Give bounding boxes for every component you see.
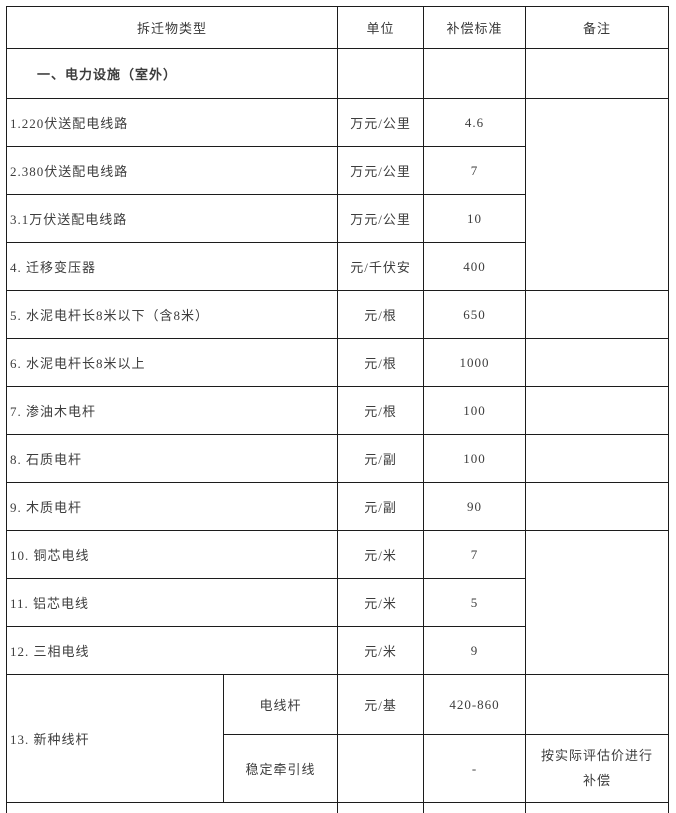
value-cell: 7 (423, 146, 527, 195)
remark-cell (525, 338, 670, 387)
value-cell: 7 (423, 530, 527, 579)
value-cell: 10 (423, 194, 527, 243)
empty-cell (525, 48, 670, 99)
remark-cell (525, 482, 670, 531)
remark-cell-merged (525, 98, 670, 291)
value-cell: 4.6 (423, 98, 527, 147)
header-cell-unit: 单位 (337, 6, 425, 49)
unit-cell (337, 734, 425, 803)
sub-item-cell: 稳定牵引线 (222, 734, 339, 803)
table-row: 13. 新种线杆 电线杆 元/基 420-860 (6, 674, 670, 803)
table-row: 7. 渗油木电杆 元/根 100 (5, 386, 670, 435)
row-label: 1.220伏送配电线路 (5, 98, 339, 147)
value-cell: - (423, 734, 527, 803)
unit-cell: 元/米 (337, 626, 425, 675)
unit-cell: 万元/公里 (337, 98, 425, 147)
value-cell: 1000 (423, 338, 527, 387)
table-row: 8. 石质电杆 元/副 100 (5, 434, 670, 483)
value-cell: 650 (423, 290, 527, 339)
value-cell: 9 (423, 626, 527, 675)
unit-cell: 万元/公里 (337, 146, 425, 195)
unit-cell: 元/根 (337, 338, 425, 387)
remark-cell (525, 674, 670, 735)
table-row: 2.380伏送配电线路 万元/公里 7 (5, 146, 669, 195)
row-label: 8. 石质电杆 (5, 434, 339, 483)
unit-cell: 元/米 (337, 530, 425, 579)
remark-cell (525, 290, 670, 339)
row-label: 11. 铝芯电线 (5, 578, 339, 627)
table-row: 6. 水泥电杆长8米以上 元/根 1000 (5, 338, 670, 387)
row-label: 7. 渗油木电杆 (5, 386, 339, 435)
table-row: 10. 铜芯电线 元/米 7 (5, 530, 670, 675)
sub-item-cell: 电线杆 (222, 674, 339, 735)
row-label: 10. 铜芯电线 (5, 530, 339, 579)
row-label: 4. 迁移变压器 (5, 242, 339, 291)
empty-cell (423, 48, 527, 99)
row-label: 3.1万伏送配电线路 (5, 194, 339, 243)
row-label: 9. 木质电杆 (5, 482, 339, 531)
table-row: 11. 铝芯电线 元/米 5 (5, 578, 669, 627)
value-cell: 400 (423, 242, 527, 291)
row-label: 2.380伏送配电线路 (5, 146, 339, 195)
table-row: 稳定牵引线 - 按实际评估价进行补偿 (7, 734, 670, 803)
unit-cell: 元/副 (337, 434, 425, 483)
section-row: 一、电力设施（室外） (5, 48, 670, 99)
unit-cell: 元/基 (337, 674, 425, 735)
unit-cell: 万元/公里 (337, 194, 425, 243)
header-cell-type: 拆迁物类型 (5, 6, 339, 49)
table-row: 5. 水泥电杆长8米以下（含8米） 元/根 650 (5, 290, 670, 339)
remark-cell-merged (525, 530, 670, 675)
unit-cell: 元/根 (337, 386, 425, 435)
empty-cell (5, 802, 339, 813)
unit-cell: 元/千伏安 (337, 242, 425, 291)
section-title: 一、电力设施（室外） (5, 48, 339, 99)
row-label: 5. 水泥电杆长8米以下（含8米） (5, 290, 339, 339)
remark-cell (525, 434, 670, 483)
compensation-table: 拆迁物类型 单位 补偿标准 备注 一、电力设施（室外） 1.220伏送配电线路 … (5, 6, 670, 813)
table-header-row: 拆迁物类型 单位 补偿标准 备注 (5, 6, 670, 49)
value-cell: 90 (423, 482, 527, 531)
header-cell-remark: 备注 (525, 6, 670, 49)
remark-cell: 按实际评估价进行补偿 (525, 734, 670, 803)
unit-cell: 元/米 (337, 578, 425, 627)
value-cell: 420-860 (423, 674, 527, 735)
remark-cell (525, 386, 670, 435)
empty-cell (423, 802, 527, 813)
row-label: 6. 水泥电杆长8米以上 (5, 338, 339, 387)
empty-cell (337, 48, 425, 99)
unit-cell: 元/副 (337, 482, 425, 531)
table-row-clipped (5, 802, 670, 813)
empty-cell (337, 802, 425, 813)
row-label: 13. 新种线杆 (6, 674, 224, 803)
table-row: 1.220伏送配电线路 万元/公里 4.6 (5, 98, 670, 291)
value-cell: 100 (423, 434, 527, 483)
table-row: 4. 迁移变压器 元/千伏安 400 (5, 242, 669, 291)
empty-cell (525, 802, 670, 813)
unit-cell: 元/根 (337, 290, 425, 339)
value-cell: 100 (423, 386, 527, 435)
value-cell: 5 (423, 578, 527, 627)
row-label: 12. 三相电线 (5, 626, 339, 675)
table-row: 9. 木质电杆 元/副 90 (5, 482, 670, 531)
header-cell-standard: 补偿标准 (423, 6, 527, 49)
